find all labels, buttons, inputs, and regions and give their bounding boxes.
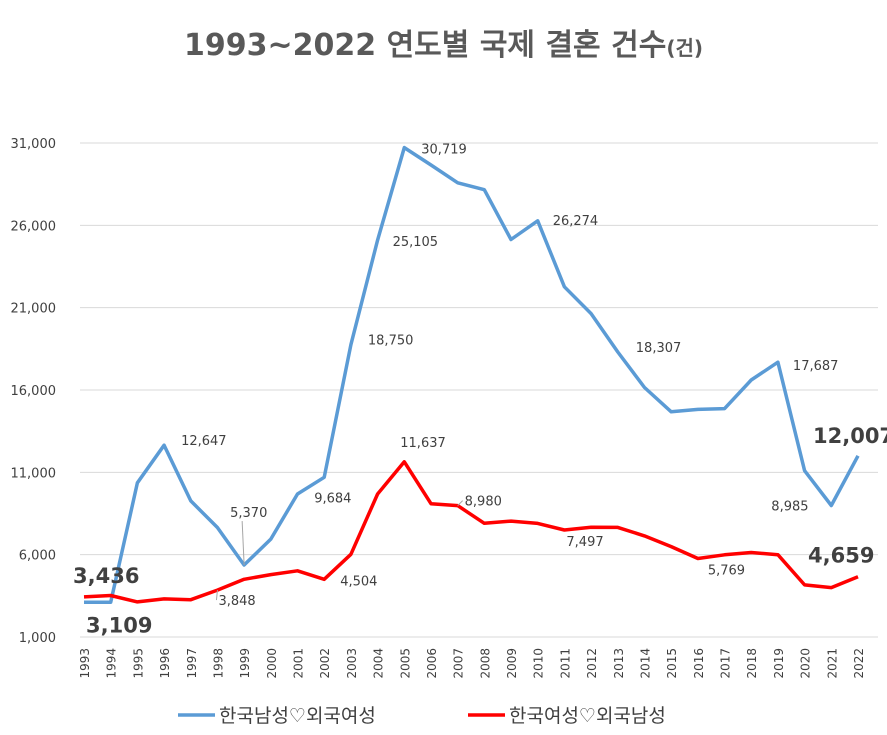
data-labels: 3,109 12,647 5,370 9,684 18,750 25,105 30,719 2… — [73, 143, 887, 638]
data-label: 18,750 — [368, 334, 414, 349]
data-label: 17,687 — [793, 359, 839, 374]
y-tick-label: 26,000 — [11, 219, 57, 234]
x-tick-label: 1996 — [158, 648, 172, 679]
x-tick-label: 2009 — [505, 648, 519, 679]
y-tick-label: 1,000 — [19, 631, 56, 646]
x-tick-label: 2017 — [719, 648, 733, 679]
y-axis: 1,000 6,000 11,000 16,000 21,000 26,000 31,000 — [11, 137, 57, 646]
data-label-leader — [215, 590, 218, 601]
data-label: 3,848 — [218, 594, 255, 609]
x-tick-label: 1994 — [105, 648, 119, 679]
chart-title-text: 1993~2022 연도별 국제 결혼 건수 — [184, 28, 667, 63]
data-label-leader — [241, 521, 245, 566]
x-tick-label: 2014 — [638, 648, 652, 679]
data-label: 25,105 — [393, 235, 439, 250]
y-tick-label: 6,000 — [19, 549, 56, 564]
x-tick-label: 2005 — [398, 648, 412, 679]
series-line-korean-men — [84, 145, 860, 605]
x-tick-label: 2021 — [825, 648, 839, 679]
series-lines — [83, 145, 860, 605]
data-label: 5,370 — [230, 506, 267, 521]
x-tick-label: 2015 — [665, 648, 679, 679]
legend-label: 한국여성♡외국남성 — [509, 705, 666, 727]
x-tick-label: 1998 — [211, 648, 225, 679]
gridlines — [80, 142, 878, 638]
legend: 한국남성♡외국여성 한국여성♡외국남성 — [178, 705, 666, 727]
data-label-leader — [457, 500, 464, 506]
series-line-korean-women — [83, 460, 859, 604]
x-tick-label: 2010 — [532, 648, 546, 679]
data-label: 8,985 — [771, 500, 808, 515]
chart-title: 1993~2022 연도별 국제 결혼 건수(건) — [0, 20, 887, 64]
y-tick-label: 11,000 — [11, 466, 57, 481]
x-tick-label: 1995 — [131, 648, 145, 679]
x-tick-label: 2000 — [265, 648, 279, 679]
data-label: 12,647 — [181, 434, 227, 449]
x-tick-label: 2022 — [852, 648, 866, 679]
x-tick-label: 2016 — [692, 648, 706, 679]
x-tick-label: 2008 — [478, 648, 492, 679]
x-tick-label: 2011 — [558, 648, 572, 679]
y-tick-label: 31,000 — [11, 137, 57, 152]
x-tick-label: 1997 — [185, 648, 199, 679]
data-label: 9,684 — [314, 491, 351, 506]
x-tick-label: 2020 — [799, 648, 813, 679]
x-tick-label: 2018 — [745, 648, 759, 679]
x-tick-label: 2012 — [585, 648, 599, 679]
data-label: 3,436 — [73, 564, 139, 588]
data-label: 5,769 — [708, 563, 745, 578]
x-tick-label: 2019 — [772, 648, 786, 679]
data-label: 30,719 — [421, 143, 467, 158]
data-label: 3,109 — [86, 613, 152, 637]
x-axis: 1993 1994 1995 1996 1997 1998 1999 2000 2001 2002… — [78, 648, 866, 679]
data-label: 8,980 — [465, 495, 502, 510]
x-tick-label: 1999 — [238, 648, 252, 679]
data-label: 12,007 — [813, 424, 887, 448]
x-tick-label: 1993 — [78, 648, 92, 679]
y-tick-label: 21,000 — [11, 302, 57, 317]
data-label: 18,307 — [636, 341, 682, 356]
chart-title-unit: (건) — [666, 36, 703, 60]
x-tick-label: 2013 — [612, 648, 626, 679]
x-tick-label: 2001 — [292, 648, 306, 679]
x-tick-label: 2007 — [452, 648, 466, 679]
data-label: 4,504 — [340, 574, 377, 589]
data-label: 26,274 — [553, 214, 599, 229]
x-tick-label: 2006 — [425, 648, 439, 679]
data-label: 11,637 — [400, 436, 446, 451]
y-tick-label: 16,000 — [11, 384, 57, 399]
x-tick-label: 2003 — [345, 648, 359, 679]
x-tick-label: 2002 — [318, 648, 332, 679]
legend-label: 한국남성♡외국여성 — [219, 705, 376, 727]
data-label: 4,659 — [808, 544, 874, 568]
data-label: 7,497 — [566, 535, 603, 550]
x-tick-label: 2004 — [372, 648, 386, 679]
